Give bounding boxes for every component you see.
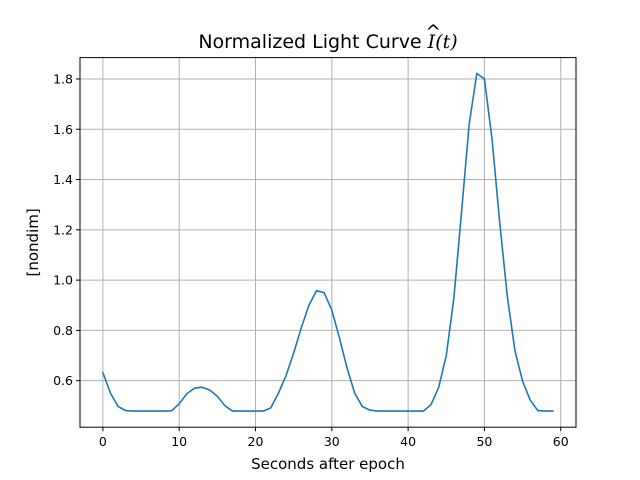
chart-title: Normalized Light Curve I(t) xyxy=(198,31,457,53)
axis-ticks: 0 10 20 30 40 50 60 0.6 0.8 1.0 1.2 1.4 1.6 1.8 xyxy=(53,71,569,449)
y-tick-label: 1.2 xyxy=(53,222,73,237)
y-tick-label: 0.6 xyxy=(53,373,73,388)
x-tick-label: 40 xyxy=(400,434,416,449)
x-tick-label: 30 xyxy=(324,434,340,449)
y-tick-label: 1.8 xyxy=(53,71,73,86)
chart-title-symbol: I xyxy=(427,31,436,53)
y-tick-label: 1.6 xyxy=(53,122,73,137)
plot-frame xyxy=(79,57,577,428)
y-tick-label: 1.0 xyxy=(53,273,73,288)
chart-title-args: (t) xyxy=(435,31,457,53)
chart-title-text: Normalized Light Curve xyxy=(198,31,427,53)
grid-lines xyxy=(80,57,576,428)
y-axis-label: [nondim] xyxy=(24,208,42,276)
x-axis-label: Seconds after epoch xyxy=(251,455,405,473)
light-curve-line xyxy=(102,72,554,412)
series-layer xyxy=(102,72,554,412)
y-tick-label: 0.8 xyxy=(53,323,73,338)
x-tick-label: 20 xyxy=(248,434,264,449)
x-tick-label: 60 xyxy=(553,434,569,449)
x-tick-label: 0 xyxy=(99,434,107,449)
y-tick-label: 1.4 xyxy=(53,172,73,187)
x-tick-label: 10 xyxy=(171,434,187,449)
x-tick-label: 50 xyxy=(476,434,492,449)
chart-title-hat: ^ xyxy=(425,21,441,43)
